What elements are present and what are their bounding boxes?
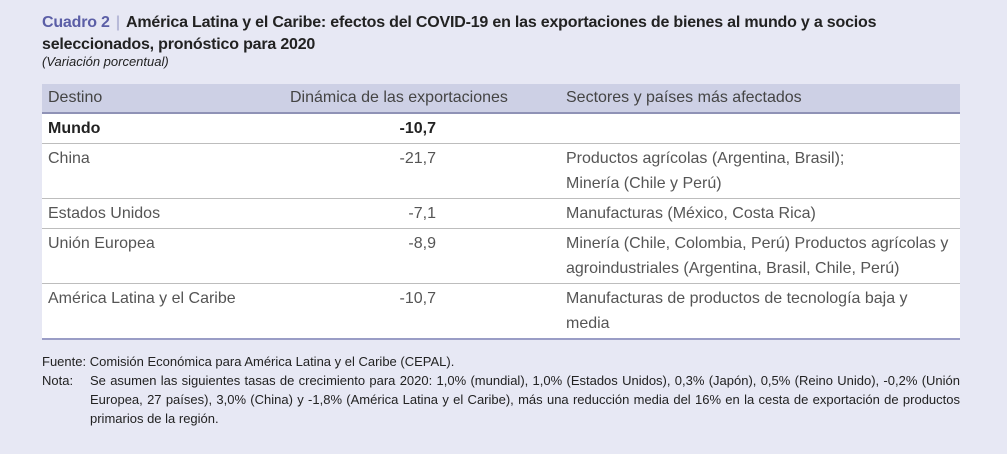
table-title: Cuadro 2 | América Latina y el Caribe: efe… [42,12,982,56]
table-label: Cuadro 2 [42,14,110,31]
table-row: Estados Unidos -7,1 Manufacturas (México, … [42,198,960,229]
table-row: América Latina y el Caribe -10,7 Manufactu… [42,283,960,340]
title-separator: | [115,14,121,31]
destino-cell: Mundo [42,113,284,144]
sectors-cell: Manufacturas (México, Costa Rica) [560,198,960,229]
destino-cell: América Latina y el Caribe [42,283,284,340]
destino-cell: Unión Europea [42,228,284,284]
sectors-cell: Manufacturas de productos de tecnología … [560,283,960,340]
value-cell: -10,7 [284,283,560,340]
destino-cell: China [42,143,284,199]
sectors-cell: Minería (Chile, Colombia, Perú) Producto… [560,228,960,284]
header-sectores: Sectores y países más afectados [560,84,960,114]
header-dinamica: Dinámica de las exportaciones [284,84,560,114]
value-cell: -7,1 [284,198,560,229]
table-row: Mundo -10,7 [42,113,960,144]
source-note: Fuente: Comisión Económica para América … [42,354,455,369]
table-footer: Fuente: Comisión Económica para América … [42,352,960,428]
title-text: América Latina y el Caribe: efectos del … [42,14,877,53]
note: Nota: Se asumen las siguientes tasas de c… [42,371,960,428]
table-row: China -21,7 Productos agrícolas (Argentina… [42,143,960,199]
header-destino: Destino [42,84,284,114]
value-cell: -21,7 [284,143,560,199]
table-row: Unión Europea -8,9 Minería (Chile, Colombi… [42,228,960,284]
sectors-cell [560,113,960,144]
sectors-cell: Productos agrícolas (Argentina, Brasil);… [560,143,960,199]
table-subtitle: (Variación porcentual) [42,54,169,69]
exports-table: Destino Dinámica de las exportaciones Se… [42,84,960,340]
note-text: Se asumen las siguientes tasas de crecim… [90,373,960,426]
value-cell: -10,7 [284,113,560,144]
destino-cell: Estados Unidos [42,198,284,229]
value-cell: -8,9 [284,228,560,284]
note-label: Nota: [42,373,74,388]
